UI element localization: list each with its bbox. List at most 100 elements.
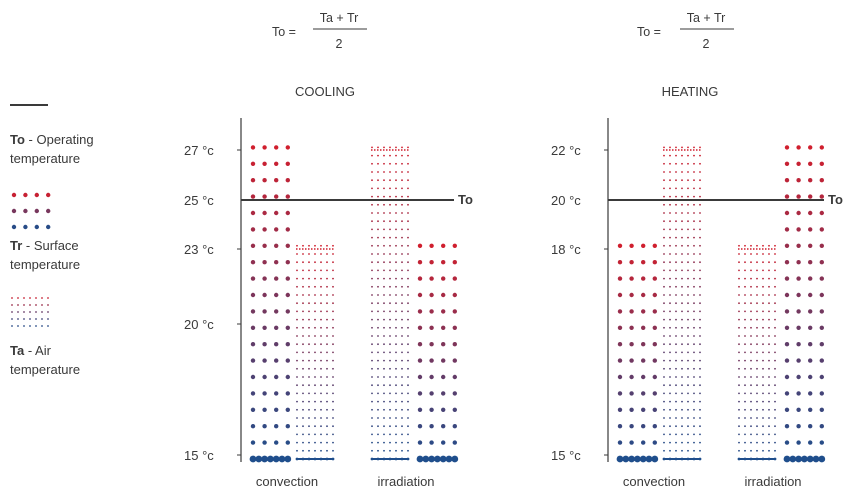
legend-air-dot bbox=[35, 304, 37, 306]
air-dot bbox=[699, 449, 701, 452]
air-dot bbox=[687, 425, 689, 428]
air-dot bbox=[699, 203, 701, 206]
surface-dot bbox=[819, 260, 824, 265]
air-dot bbox=[407, 212, 409, 214]
air-dot bbox=[302, 425, 304, 428]
surface-dot bbox=[274, 292, 279, 298]
surface-dot bbox=[796, 342, 801, 347]
legend-air-dot bbox=[11, 304, 13, 306]
air-dot bbox=[756, 441, 758, 444]
air-dot bbox=[332, 310, 334, 313]
air-dot bbox=[693, 384, 695, 387]
air-dot bbox=[762, 351, 764, 354]
surface-dot bbox=[417, 342, 423, 347]
air-dot bbox=[774, 335, 776, 337]
surface-dot bbox=[796, 243, 801, 248]
air-dot bbox=[762, 261, 764, 264]
air-dot bbox=[669, 408, 671, 411]
air-dot bbox=[302, 343, 304, 346]
air-dot bbox=[320, 408, 322, 411]
air-dot bbox=[389, 187, 391, 190]
air-dot bbox=[302, 302, 304, 305]
surface-dot bbox=[652, 358, 657, 363]
air-dot bbox=[744, 449, 746, 452]
air-dot bbox=[383, 171, 385, 173]
air-dot bbox=[389, 417, 391, 419]
category-label-convection: convection bbox=[623, 474, 685, 489]
air-dot bbox=[320, 449, 322, 452]
air-dot bbox=[383, 417, 385, 419]
surface-dot bbox=[285, 194, 290, 199]
air-dot bbox=[738, 277, 740, 280]
air-dot bbox=[383, 384, 385, 387]
air-dot bbox=[693, 417, 695, 419]
air-dot bbox=[332, 384, 334, 387]
air-dot bbox=[744, 302, 746, 305]
air-dot bbox=[326, 269, 328, 272]
air-dot bbox=[699, 228, 701, 231]
air-dot bbox=[750, 392, 752, 395]
air-dot bbox=[669, 310, 671, 313]
air-dot bbox=[681, 376, 683, 378]
air-dot bbox=[314, 335, 316, 337]
air-dot bbox=[332, 449, 334, 452]
air-dot bbox=[669, 359, 671, 362]
formula-heating: To = Ta + Tr 2 bbox=[637, 11, 734, 51]
air-dot bbox=[738, 318, 740, 321]
surface-dot bbox=[808, 358, 813, 363]
air-dot bbox=[687, 195, 689, 198]
surface-dot bbox=[796, 227, 801, 232]
air-dot bbox=[768, 253, 770, 255]
air-dot bbox=[774, 367, 776, 370]
surface-dot bbox=[819, 440, 824, 445]
air-dot bbox=[687, 302, 689, 305]
air-dot bbox=[395, 359, 397, 362]
air-dot bbox=[383, 441, 385, 444]
air-dot bbox=[693, 187, 695, 190]
surface-dot bbox=[262, 210, 267, 216]
air-dot bbox=[768, 285, 770, 288]
surface-dot bbox=[274, 260, 279, 265]
air-dot bbox=[308, 392, 310, 395]
dot-columns bbox=[249, 145, 826, 463]
air-dot bbox=[762, 253, 764, 255]
air-dot bbox=[395, 417, 397, 419]
surface-dot bbox=[652, 391, 657, 396]
surface-dot bbox=[819, 178, 824, 183]
air-dot bbox=[762, 408, 764, 411]
ticks-cooling: 27 °c 25 °c 23 °c 20 °c 15 °c bbox=[184, 143, 241, 463]
air-dot bbox=[699, 376, 701, 378]
surface-dot bbox=[274, 243, 279, 248]
air-dot bbox=[756, 433, 758, 436]
air-dot bbox=[687, 261, 689, 264]
air-dot bbox=[308, 302, 310, 305]
air-dot bbox=[738, 294, 740, 296]
air-dot bbox=[756, 253, 758, 255]
surface-dot bbox=[652, 407, 657, 412]
air-dot bbox=[320, 400, 322, 403]
air-dot bbox=[407, 376, 409, 378]
air-dot bbox=[738, 376, 740, 378]
air-dot bbox=[332, 269, 334, 272]
air-dot bbox=[756, 417, 758, 419]
surface-dot bbox=[796, 210, 801, 216]
air-dot bbox=[395, 408, 397, 411]
air-dot bbox=[332, 441, 334, 444]
air-dot bbox=[681, 335, 683, 337]
air-dot bbox=[768, 343, 770, 346]
surface-dot bbox=[274, 276, 279, 281]
category-label-irradiation: irradiation bbox=[377, 474, 434, 489]
air-dot bbox=[768, 408, 770, 411]
air-dot bbox=[675, 359, 677, 362]
air-dot bbox=[669, 392, 671, 395]
surface-dot bbox=[784, 374, 790, 380]
air-dot bbox=[774, 244, 776, 247]
air-dot bbox=[332, 277, 334, 280]
air-dot bbox=[681, 326, 683, 329]
air-dot bbox=[675, 179, 677, 182]
air-dot bbox=[395, 220, 397, 223]
air-dot bbox=[395, 318, 397, 321]
air-dot bbox=[774, 392, 776, 395]
air-dot bbox=[663, 220, 665, 223]
legend-air-dot bbox=[11, 318, 13, 320]
